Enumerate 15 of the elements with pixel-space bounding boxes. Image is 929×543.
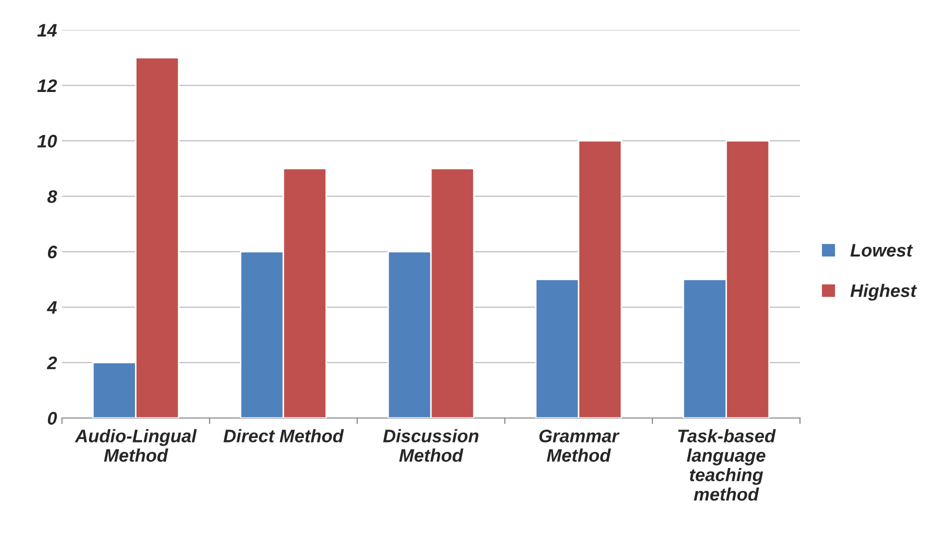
y-tick-label: 8 <box>47 190 58 204</box>
x-tick-label: Audio-Lingual Method <box>74 429 197 462</box>
y-tick-label: 6 <box>48 246 58 258</box>
y-tick-label: 2 <box>46 356 57 370</box>
y-tick-label: 0 <box>48 412 57 425</box>
y-tick-label: 10 <box>37 134 57 148</box>
y-tick-label: 12 <box>37 79 57 92</box>
legend-label: Lowest <box>850 244 913 257</box>
x-tick-label: Grammar Method <box>539 430 620 462</box>
x-tick-label: Discussion Method <box>383 429 478 462</box>
y-tick-label: 4 <box>46 301 57 314</box>
x-tick-label: Task-based language teaching method <box>678 429 776 501</box>
x-tick-label: Direct Method <box>224 429 344 442</box>
y-tick-label: 14 <box>37 24 57 37</box>
legend-label: Highest <box>850 284 917 301</box>
